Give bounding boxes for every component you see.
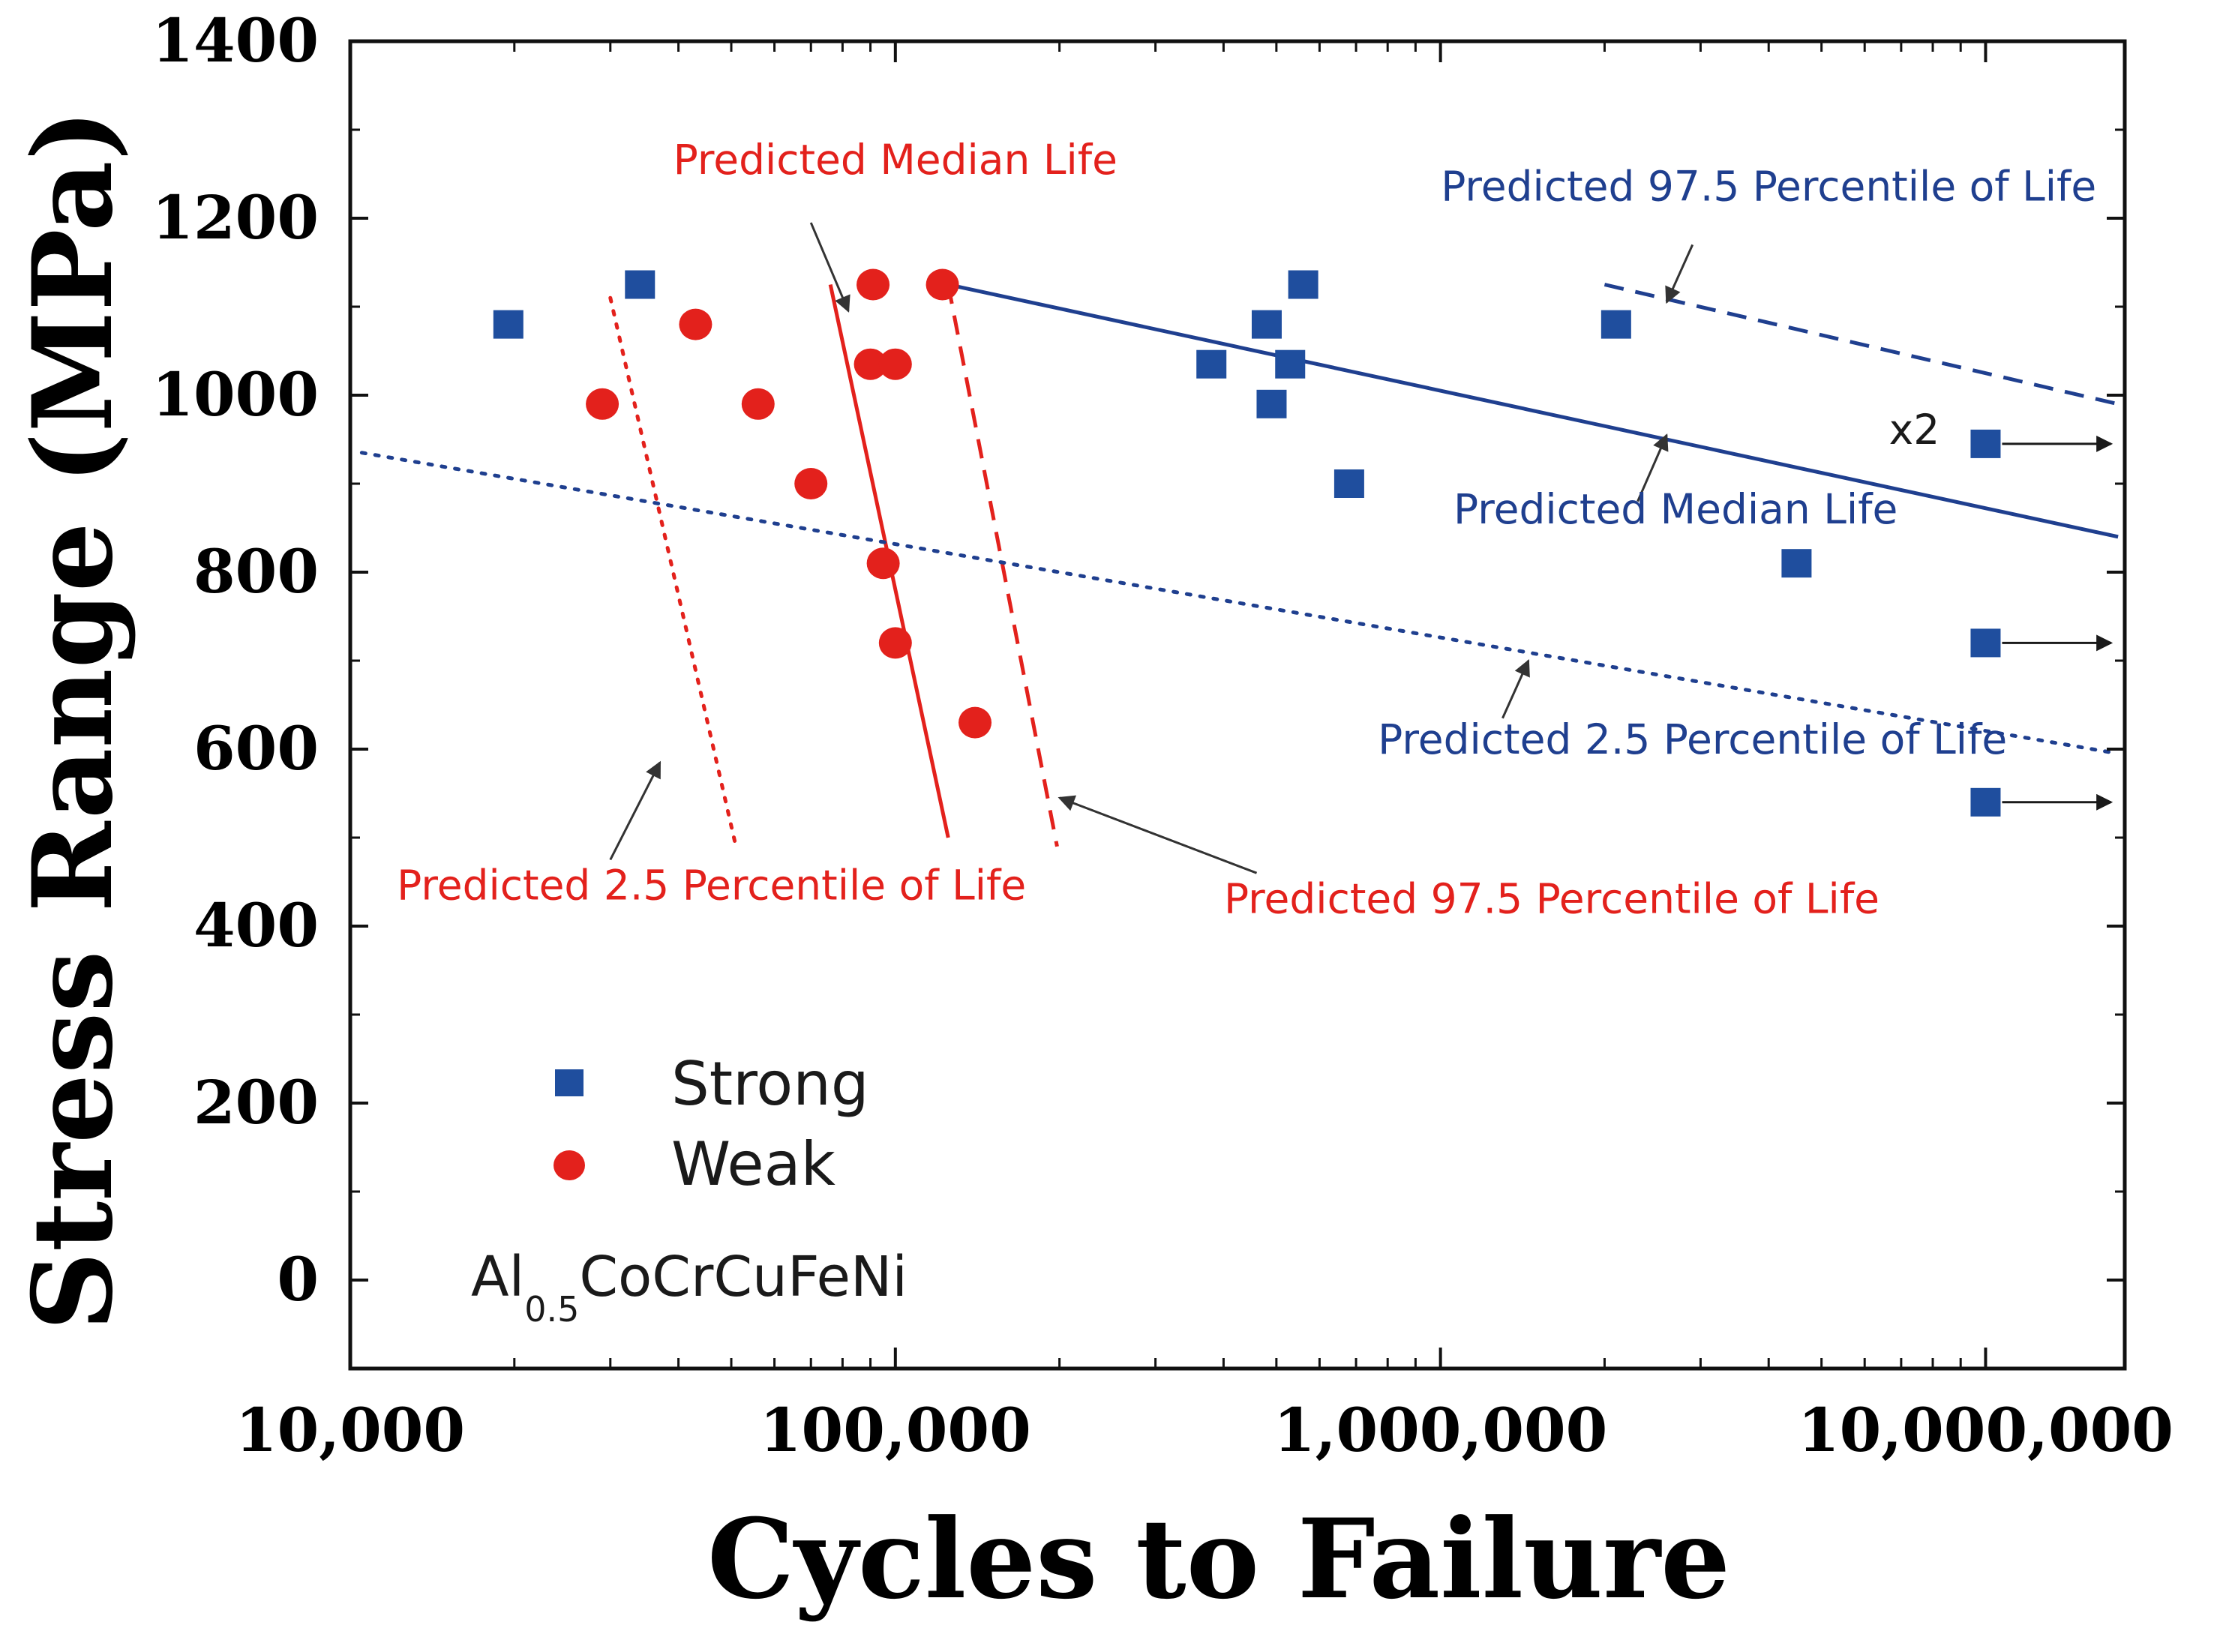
legend-weak-marker [554,1150,585,1180]
strong-point [625,270,656,299]
y-tick-label-1400: 1400 [152,5,319,76]
y-tick-label-200: 200 [194,1067,319,1138]
x-axis-title: Cycles to Failure [707,1495,1730,1624]
annotation-arrow [1502,658,1530,719]
x-tick-label-100,000: 100,000 [760,1395,1031,1465]
weak-point [926,268,959,301]
strong-point [1600,310,1631,339]
fit-line-2 [946,284,1059,847]
axes: 1400 1200 1000 800 600 400 200 0 10,000 100,000 1,… [152,5,2174,1465]
material-rest: CoCrCuFeNi [579,1245,908,1309]
legend-weak-label: Weak [671,1129,836,1199]
weak-point [866,547,900,580]
x-tick-label-10,000: 10,000 [236,1395,465,1465]
fit-line-4 [1604,283,2119,406]
weak-point [854,348,887,380]
legend: Strong Weak [554,1049,869,1199]
annotation-arrow [1636,433,1669,502]
weak-point [878,627,912,659]
fit-line-0 [608,295,738,849]
strong-point [493,310,524,339]
strong-point [1970,429,2001,458]
legend-strong-marker [555,1069,584,1096]
weak-point [679,308,712,340]
strong-point [1781,549,1812,578]
weak-point [878,348,912,380]
fit-line-5 [359,451,2120,756]
x-tick-label-10,000,000: 10,000,000 [1798,1395,2174,1465]
annotation-arrow [809,222,850,313]
weak-point [794,468,828,499]
strong-point [1251,310,1282,339]
fit-line-3 [947,283,2119,539]
strong-point [1970,787,2001,817]
annotation-arrow [1058,795,1258,874]
weak-point [856,268,890,301]
strong-point [1288,270,1318,299]
y-tick-label-0: 0 [277,1244,319,1315]
x-tick-label-1,000,000: 1,000,000 [1274,1395,1607,1465]
material-subscript: 0.5 [524,1289,579,1330]
annotation-arrow [1665,244,1694,304]
y-tick-label-1000: 1000 [152,359,319,430]
annotation-arrow [609,760,662,861]
annotation-label: x2 [1889,406,1940,454]
weak-point [958,706,992,739]
plot-area: Predicted Median Life Predicted 97.5 Perc… [359,136,2120,1330]
y-tick-label-800: 800 [194,536,319,607]
material-label: Al0.5CoCrCuFeNi [471,1245,908,1330]
y-axis-title: Stress Range (MPa) [9,109,137,1330]
strong-point [1256,389,1287,418]
weak-point [586,388,620,420]
strong-point [1275,349,1306,379]
annotation-label: Predicted Median Life [1454,485,1898,533]
y-tick-label-400: 400 [194,890,319,961]
strong-point [1334,469,1364,498]
legend-strong-label: Strong [671,1049,869,1119]
strong-point [1970,628,2001,658]
annotation-label: Predicted 97.5 Percentile of Life [1441,162,2096,210]
y-tick-label-1200: 1200 [152,182,319,253]
plot-frame [348,39,2127,1371]
weak-point [741,388,775,420]
annotation-label: Predicted Median Life [674,136,1118,184]
y-tick-label-600: 600 [194,713,319,784]
material-base: Al [471,1245,524,1309]
annotation-label: Predicted 2.5 Percentile of Life [1378,715,2007,763]
annotation-label: Predicted 97.5 Percentile of Life [1224,874,1880,922]
annotation-label: Predicted 2.5 Percentile of Life [397,862,1026,910]
strong-point [1196,349,1227,379]
